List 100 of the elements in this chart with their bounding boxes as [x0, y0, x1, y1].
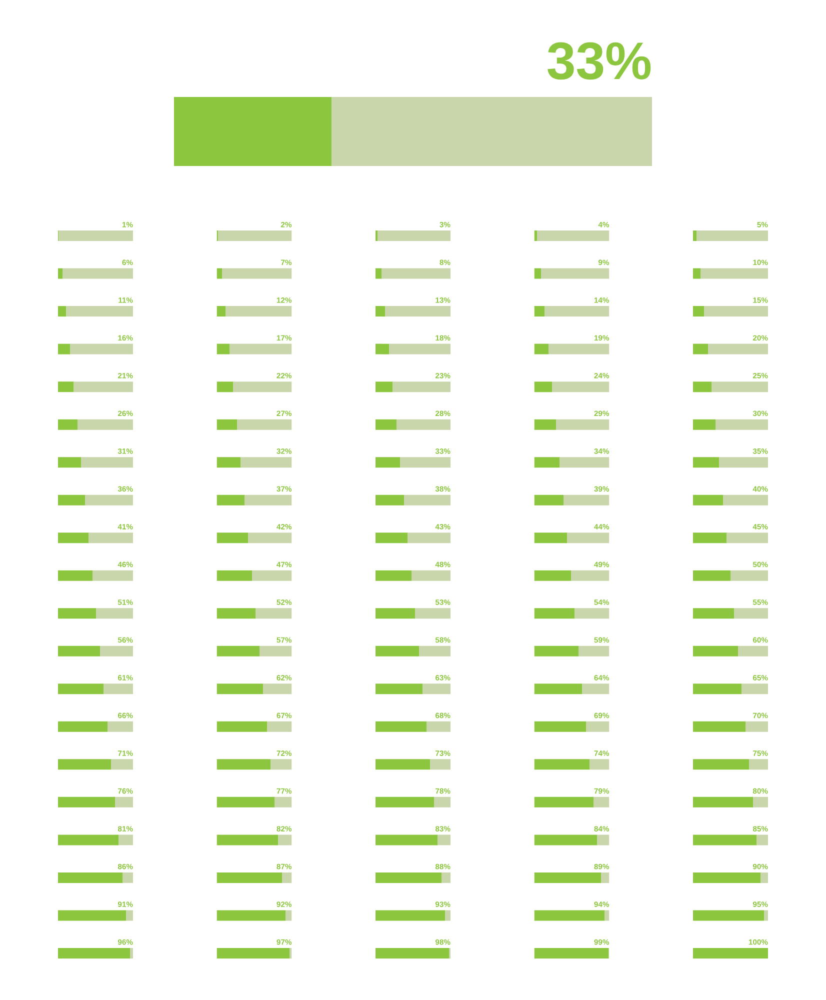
bar — [376, 646, 419, 656]
bar — [376, 721, 426, 732]
bar — [216, 532, 248, 544]
bar — [693, 268, 700, 279]
bar — [594, 796, 610, 808]
bar — [216, 796, 274, 808]
bar — [712, 382, 768, 392]
bar — [58, 872, 122, 883]
bar — [693, 230, 697, 242]
bar — [534, 872, 601, 883]
bar — [693, 948, 768, 958]
bar — [233, 382, 292, 392]
bar — [58, 419, 78, 430]
bar — [693, 570, 730, 581]
bar — [58, 759, 112, 770]
bar — [58, 382, 74, 392]
bar — [248, 532, 292, 544]
bar — [216, 382, 234, 392]
bar — [111, 759, 133, 770]
bar — [376, 306, 386, 317]
bar — [400, 457, 450, 468]
bar — [58, 684, 104, 694]
bar — [534, 344, 548, 354]
bar — [378, 230, 450, 242]
bar — [115, 796, 133, 808]
bar — [693, 759, 750, 770]
bar — [376, 872, 442, 883]
bar — [693, 872, 760, 883]
bar — [62, 268, 133, 279]
bar — [442, 872, 450, 883]
bar — [81, 457, 133, 468]
bar — [274, 796, 292, 808]
bar — [74, 382, 133, 392]
bar — [548, 344, 610, 354]
bar — [70, 344, 133, 354]
bar — [746, 721, 768, 732]
bar — [58, 230, 133, 242]
bar — [534, 834, 598, 846]
bar — [58, 608, 96, 619]
bar — [118, 834, 133, 846]
bar — [534, 570, 571, 581]
bar — [534, 306, 545, 317]
bar — [240, 457, 292, 468]
bar — [85, 494, 133, 506]
bar — [552, 382, 610, 392]
bar — [216, 268, 222, 279]
bar — [693, 532, 727, 544]
bar — [216, 948, 290, 958]
bar — [730, 570, 768, 581]
bar — [376, 910, 446, 921]
bar — [216, 494, 244, 506]
bar — [716, 419, 768, 430]
bar — [376, 948, 449, 958]
bar — [534, 230, 538, 242]
bar — [376, 344, 389, 354]
bar — [534, 268, 541, 279]
bar — [88, 532, 133, 544]
bar — [376, 834, 438, 846]
bar — [534, 419, 556, 430]
bar — [216, 344, 230, 354]
bar — [534, 532, 568, 544]
bar — [58, 268, 62, 279]
bar — [534, 646, 578, 656]
bar — [396, 419, 450, 430]
bar — [376, 419, 396, 430]
bar — [601, 872, 610, 883]
bar — [560, 457, 610, 468]
bar — [408, 532, 450, 544]
bar — [534, 494, 564, 506]
bar — [723, 494, 768, 506]
bar — [216, 457, 241, 468]
bar — [422, 684, 450, 694]
bar — [419, 646, 450, 656]
bar — [216, 570, 252, 581]
bar — [734, 608, 768, 619]
bar — [760, 872, 768, 883]
bar — [537, 230, 610, 242]
bar — [216, 684, 264, 694]
bar — [376, 759, 430, 770]
bar — [534, 759, 590, 770]
bar — [426, 721, 450, 732]
bar — [216, 608, 256, 619]
bar — [693, 796, 753, 808]
bar — [582, 684, 610, 694]
bar — [534, 796, 594, 808]
y-tick-label: 33% — [548, 42, 651, 80]
bar — [749, 759, 768, 770]
bar — [58, 344, 70, 354]
bar — [376, 608, 416, 619]
bar — [693, 306, 704, 317]
bar — [376, 268, 382, 279]
bar — [385, 306, 450, 317]
bar — [567, 532, 610, 544]
bar — [534, 721, 586, 732]
bar — [237, 419, 292, 430]
bar — [92, 570, 133, 581]
bar — [590, 759, 610, 770]
bar — [230, 344, 292, 354]
bar — [108, 721, 133, 732]
bar — [244, 494, 292, 506]
